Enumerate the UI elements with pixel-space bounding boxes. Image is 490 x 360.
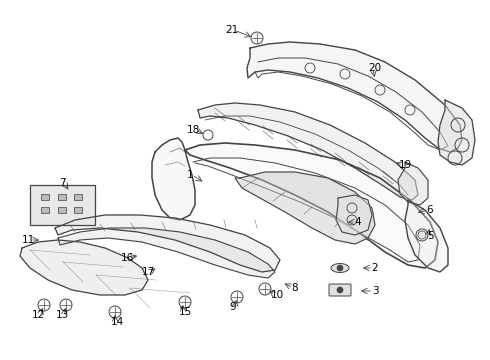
Polygon shape — [438, 100, 475, 165]
Text: 14: 14 — [110, 317, 123, 327]
Polygon shape — [247, 42, 462, 152]
Polygon shape — [55, 215, 280, 272]
Text: 8: 8 — [292, 283, 298, 293]
Bar — [58, 207, 66, 213]
Bar — [74, 207, 82, 213]
Text: 6: 6 — [427, 205, 433, 215]
Text: 18: 18 — [186, 125, 199, 135]
Polygon shape — [235, 172, 375, 244]
Text: 2: 2 — [372, 263, 378, 273]
Polygon shape — [20, 240, 148, 295]
Text: 3: 3 — [372, 286, 378, 296]
Polygon shape — [185, 143, 438, 268]
Text: 13: 13 — [55, 310, 69, 320]
Text: 12: 12 — [31, 310, 45, 320]
Text: 1: 1 — [187, 170, 194, 180]
Bar — [41, 207, 49, 213]
Circle shape — [337, 265, 343, 271]
Bar — [58, 194, 66, 200]
Text: 5: 5 — [427, 231, 433, 241]
Ellipse shape — [416, 229, 428, 241]
Text: 17: 17 — [142, 267, 155, 277]
Polygon shape — [336, 195, 372, 235]
Text: 9: 9 — [230, 302, 236, 312]
Polygon shape — [152, 138, 195, 220]
Text: 7: 7 — [59, 178, 65, 188]
FancyBboxPatch shape — [329, 284, 351, 296]
Ellipse shape — [331, 264, 349, 273]
Circle shape — [337, 287, 343, 293]
Polygon shape — [405, 200, 448, 272]
Polygon shape — [58, 228, 275, 278]
Text: 15: 15 — [178, 307, 192, 317]
Bar — [41, 194, 49, 200]
Text: 20: 20 — [368, 63, 382, 73]
FancyBboxPatch shape — [30, 185, 95, 225]
Polygon shape — [398, 162, 428, 205]
Text: 4: 4 — [355, 217, 361, 227]
Text: 11: 11 — [22, 235, 35, 245]
Text: 16: 16 — [121, 253, 134, 263]
Text: 21: 21 — [225, 25, 239, 35]
Text: 19: 19 — [398, 160, 412, 170]
Polygon shape — [198, 103, 418, 200]
Text: 10: 10 — [270, 290, 284, 300]
Bar — [74, 194, 82, 200]
